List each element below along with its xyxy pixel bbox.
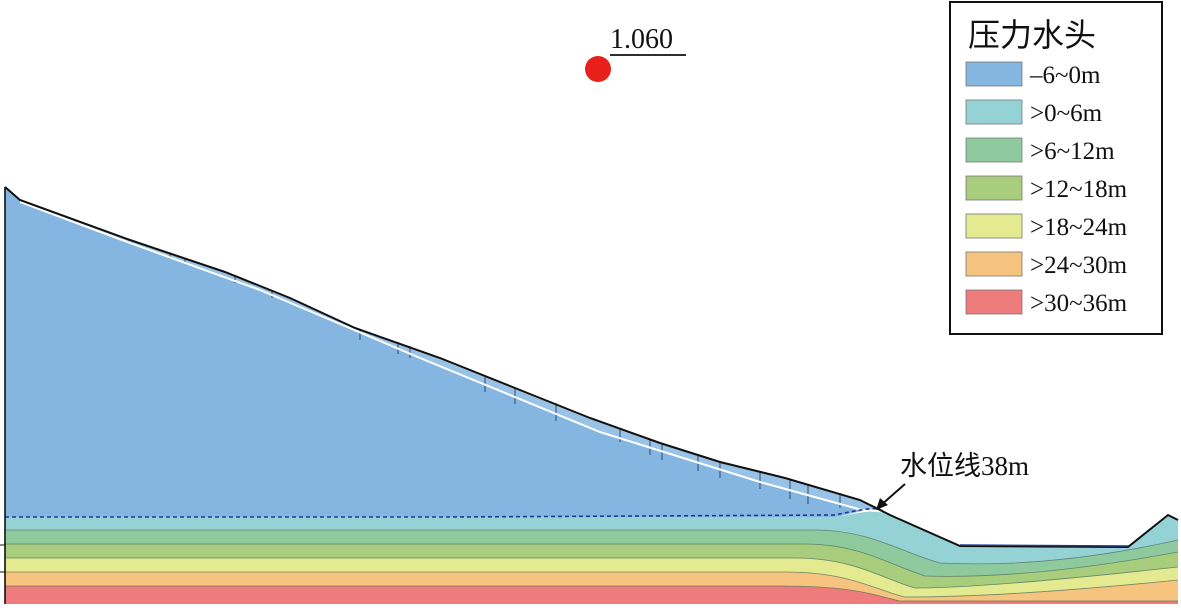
legend-label: –6~0m <box>1029 62 1101 89</box>
toe-water-line <box>959 544 1129 547</box>
legend-label: >6~12m <box>1030 138 1115 165</box>
legend-label: >0~6m <box>1030 100 1103 127</box>
legend: 压力水头 –6~0m >0~6m >6~12m >12~18m >18~24m >24~3… <box>949 1 1163 335</box>
safety-factor-label: 1.060 <box>610 24 673 55</box>
ground-surface-line <box>4 186 1179 549</box>
legend-label: >30~36m <box>1030 290 1128 317</box>
band-0-6 <box>5 511 1178 564</box>
legend-swatch <box>965 213 1023 239</box>
legend-label: >12~18m <box>1030 176 1128 203</box>
legend-title: 压力水头 <box>968 16 1096 54</box>
slip-center-marker <box>585 56 611 82</box>
legend-label: >18~24m <box>1030 214 1128 241</box>
water-level-label: 水位线38m <box>900 451 1029 481</box>
legend-swatch <box>965 99 1023 125</box>
band-6-12 <box>5 530 1178 577</box>
legend-swatch <box>965 61 1023 87</box>
legend-box <box>949 1 1163 335</box>
legend-items: –6~0m >0~6m >6~12m >12~18m >18~24m >24~30m >30… <box>965 61 1128 317</box>
legend-swatch <box>965 137 1023 163</box>
slope-body <box>5 187 890 517</box>
legend-label: >24~30m <box>1030 252 1128 279</box>
legend-swatch <box>965 251 1023 277</box>
band-24-30 <box>5 572 1178 601</box>
slip-surface-line <box>19 201 893 513</box>
legend-swatch <box>965 175 1023 201</box>
legend-swatch <box>965 289 1023 315</box>
band-30-36 <box>5 586 1178 604</box>
arrow-icon <box>876 498 888 510</box>
band-18-24 <box>5 558 1178 597</box>
band-boundaries <box>5 529 1179 602</box>
